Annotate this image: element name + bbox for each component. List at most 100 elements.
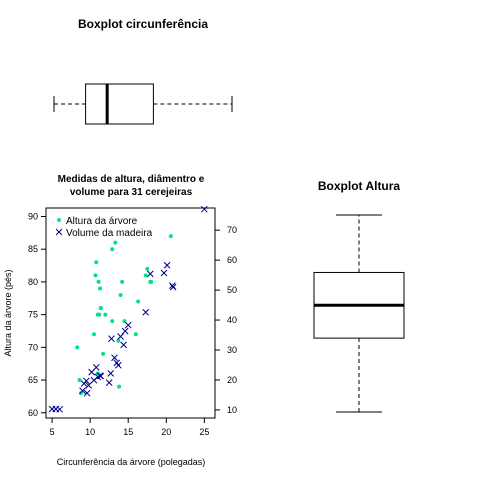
point-volume bbox=[83, 389, 91, 397]
y2-tick-label: 10 bbox=[227, 405, 237, 415]
series-height bbox=[75, 234, 173, 396]
point-volume bbox=[163, 261, 171, 269]
point-height bbox=[117, 384, 122, 389]
box-iqr bbox=[85, 83, 154, 125]
y-axis-right: 10 20 30 40 50 60 70 bbox=[215, 225, 237, 415]
point-height bbox=[98, 286, 103, 291]
y-tick-label: 80 bbox=[28, 277, 38, 287]
point-height bbox=[79, 391, 84, 396]
legend-marker-x bbox=[55, 228, 63, 236]
point-volume-stroke bbox=[79, 387, 86, 395]
point-height bbox=[96, 279, 101, 284]
y-axis-label: Altura da árvore (pés) bbox=[3, 269, 13, 356]
point-volume bbox=[114, 361, 122, 369]
point-volume-stroke bbox=[82, 377, 90, 385]
point-volume-stroke bbox=[114, 361, 122, 369]
x-axis: 5 10 15 20 25 bbox=[50, 418, 209, 437]
scatter-title-line-2: volume para 31 cerejeiras bbox=[70, 187, 193, 198]
point-volume-stroke bbox=[85, 381, 92, 389]
point-volume-stroke bbox=[163, 261, 171, 269]
data-points bbox=[48, 205, 208, 413]
x-tick-label: 15 bbox=[123, 427, 133, 437]
point-height bbox=[97, 312, 102, 317]
point-volume-stroke bbox=[111, 354, 118, 362]
point-volume bbox=[92, 364, 100, 371]
y2-tick-label: 70 bbox=[227, 225, 237, 235]
boxplot-circumference-title: Boxplot circunferência bbox=[78, 17, 208, 31]
y-tick-label: 90 bbox=[28, 212, 38, 222]
scatter-title-line-1: Medidas de altura, diâmentro e bbox=[58, 174, 205, 185]
point-volume bbox=[146, 270, 154, 278]
point-volume bbox=[82, 377, 90, 385]
point-height bbox=[113, 240, 118, 245]
point-height bbox=[133, 332, 138, 337]
y-tick-label: 65 bbox=[28, 375, 38, 385]
point-volume-stroke bbox=[142, 308, 150, 316]
point-volume bbox=[200, 205, 208, 213]
boxplot-height-title: Boxplot Altura bbox=[318, 179, 401, 193]
boxplot-height: Boxplot Altura bbox=[313, 179, 405, 413]
y2-tick-label: 30 bbox=[227, 345, 237, 355]
y-tick-label: 60 bbox=[28, 408, 38, 418]
point-volume bbox=[121, 327, 129, 335]
point-volume bbox=[56, 405, 64, 413]
point-volume-stroke bbox=[124, 321, 132, 329]
point-volume-stroke bbox=[108, 335, 115, 342]
point-volume bbox=[97, 372, 105, 380]
point-height bbox=[94, 260, 99, 265]
point-height bbox=[110, 247, 115, 252]
point-volume bbox=[117, 333, 124, 340]
point-volume-stroke bbox=[146, 270, 154, 278]
point-height bbox=[77, 378, 82, 383]
scatter-plot: Medidas de altura, diâmentro e volume pa… bbox=[3, 174, 237, 467]
point-volume bbox=[169, 283, 177, 291]
point-volume bbox=[124, 321, 132, 329]
x-axis-label: Circunferência da árvore (polegadas) bbox=[57, 457, 206, 467]
y-axis-left: 60 65 70 75 80 85 90 bbox=[28, 212, 46, 418]
point-volume-stroke bbox=[121, 327, 129, 335]
point-volume-stroke bbox=[113, 359, 121, 367]
point-height bbox=[98, 306, 103, 311]
point-height bbox=[91, 332, 96, 337]
boxplot-circumference: Boxplot circunferência bbox=[53, 17, 233, 125]
y-tick-label: 85 bbox=[28, 244, 38, 254]
point-volume bbox=[111, 354, 118, 362]
y-tick-label: 70 bbox=[28, 342, 38, 352]
point-volume-stroke bbox=[200, 205, 208, 213]
point-height bbox=[103, 312, 108, 317]
series-volume bbox=[48, 205, 208, 413]
point-volume-stroke bbox=[117, 333, 124, 340]
point-volume-stroke bbox=[56, 405, 64, 413]
point-height bbox=[145, 266, 150, 271]
x-tick-label: 5 bbox=[50, 427, 55, 437]
point-volume-stroke bbox=[169, 283, 177, 291]
legend-label-volume: Volume da madeira bbox=[66, 228, 153, 239]
legend-label-height: Altura da árvore bbox=[66, 216, 138, 227]
point-height bbox=[120, 279, 125, 284]
y2-tick-label: 20 bbox=[227, 375, 237, 385]
point-height bbox=[75, 345, 80, 350]
point-height bbox=[93, 273, 98, 278]
point-height bbox=[110, 319, 115, 324]
x-tick-label: 10 bbox=[85, 427, 95, 437]
point-volume-stroke bbox=[83, 389, 91, 397]
point-volume bbox=[142, 308, 150, 316]
point-volume-stroke bbox=[97, 372, 105, 380]
point-volume bbox=[120, 341, 128, 349]
y2-tick-label: 60 bbox=[227, 255, 237, 265]
y-tick-label: 75 bbox=[28, 310, 38, 320]
point-height bbox=[118, 293, 123, 298]
y2-tick-label: 40 bbox=[227, 315, 237, 325]
y2-tick-label: 50 bbox=[227, 285, 237, 295]
x-tick-label: 20 bbox=[161, 427, 171, 437]
legend-marker-dot bbox=[57, 218, 61, 222]
x-tick-label: 25 bbox=[199, 427, 209, 437]
point-volume bbox=[85, 381, 92, 389]
point-volume bbox=[79, 387, 86, 395]
point-height bbox=[136, 299, 141, 304]
point-volume bbox=[107, 370, 115, 377]
point-volume-stroke bbox=[107, 370, 115, 377]
point-volume bbox=[169, 282, 176, 289]
point-volume bbox=[160, 269, 168, 277]
